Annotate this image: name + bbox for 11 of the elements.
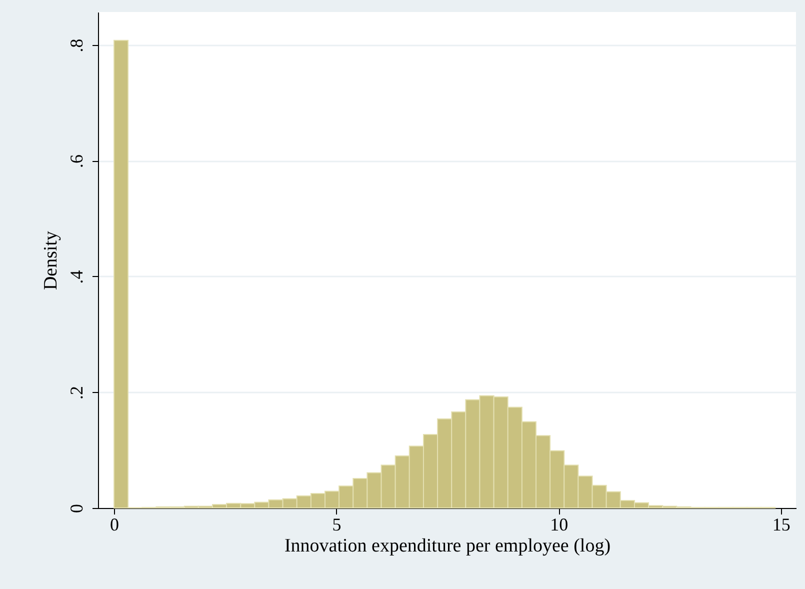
- y-tick-label: .8: [66, 38, 86, 52]
- x-tick-label: 10: [550, 514, 568, 534]
- y-tick-label: .2: [66, 386, 86, 400]
- x-axis-title: Innovation expenditure per employee (log): [284, 536, 611, 556]
- y-tick-label: .6: [66, 154, 86, 168]
- x-tick-label: 5: [332, 514, 342, 534]
- y-tick-label: 0: [66, 504, 86, 513]
- y-axis-title: Density: [40, 230, 62, 290]
- x-tick-label: 15: [772, 514, 790, 534]
- x-tick-label: 0: [110, 514, 120, 534]
- y-tick-label: .4: [66, 270, 86, 284]
